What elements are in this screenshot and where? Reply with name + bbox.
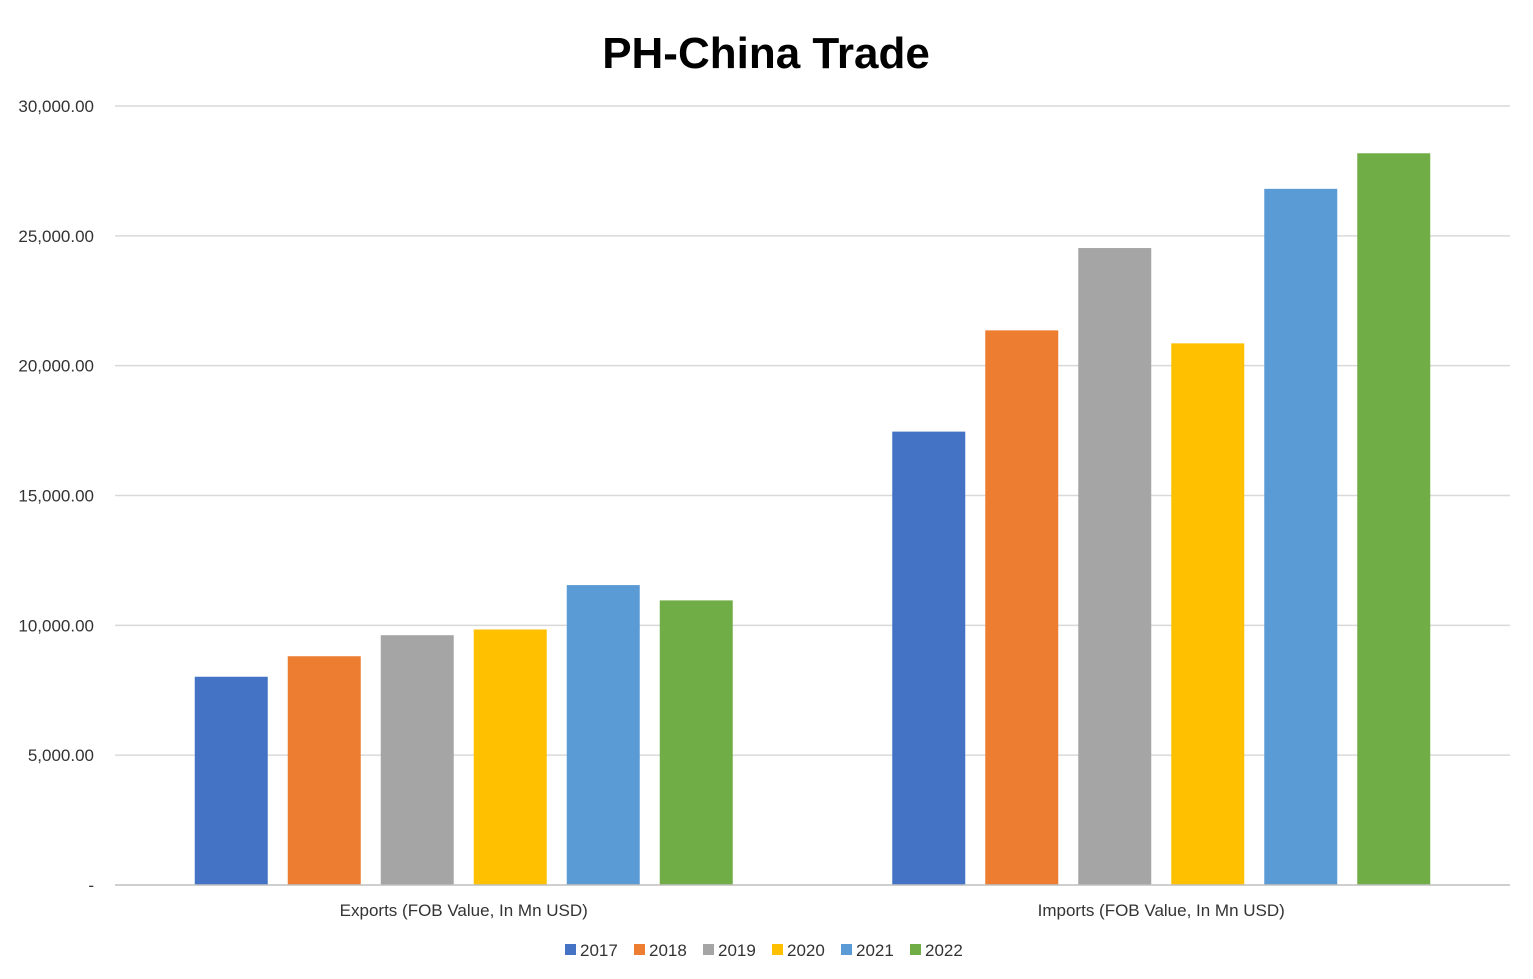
y-tick-label: 25,000.00 bbox=[18, 227, 94, 246]
bar-2021-exports bbox=[566, 585, 640, 885]
legend-label: 2022 bbox=[925, 941, 963, 960]
y-tick-label: 20,000.00 bbox=[18, 357, 94, 376]
x-axis-categories: Exports (FOB Value, In Mn USD) Imports (F… bbox=[340, 901, 1285, 920]
y-tick-label: 10,000.00 bbox=[18, 616, 94, 635]
x-category-label: Exports (FOB Value, In Mn USD) bbox=[340, 901, 588, 920]
legend-label: 2017 bbox=[580, 941, 618, 960]
bar-2019-imports bbox=[1078, 248, 1152, 886]
legend-swatch bbox=[841, 944, 852, 955]
bar-2020-imports bbox=[1171, 343, 1245, 885]
legend-label: 2018 bbox=[649, 941, 687, 960]
legend-label: 2021 bbox=[856, 941, 894, 960]
legend-swatch bbox=[910, 944, 921, 955]
bar-2020-exports bbox=[473, 629, 547, 885]
bar-2017-imports bbox=[892, 431, 966, 885]
chart-title: PH-China Trade bbox=[602, 29, 930, 78]
y-tick-label: 15,000.00 bbox=[18, 487, 94, 506]
y-axis-ticks: - 5,000.00 10,000.00 15,000.00 20,000.00 25,0… bbox=[18, 97, 94, 895]
bar-2017-exports bbox=[194, 676, 268, 885]
bar-2019-exports bbox=[380, 635, 454, 885]
y-tick-label: - bbox=[88, 876, 94, 895]
legend-swatch bbox=[772, 944, 783, 955]
legend-swatch bbox=[565, 944, 576, 955]
legend: 2017 2018 2019 2020 2021 2022 bbox=[565, 941, 963, 960]
bar-2022-imports bbox=[1357, 153, 1431, 885]
x-category-label: Imports (FOB Value, In Mn USD) bbox=[1038, 901, 1285, 920]
bars bbox=[194, 153, 1431, 886]
bar-2021-imports bbox=[1264, 188, 1338, 885]
bar-2022-exports bbox=[659, 600, 733, 885]
legend-label: 2020 bbox=[787, 941, 825, 960]
y-tick-label: 30,000.00 bbox=[18, 97, 94, 116]
bar-2018-exports bbox=[287, 656, 361, 885]
legend-swatch bbox=[634, 944, 645, 955]
bar-2018-imports bbox=[985, 330, 1059, 885]
y-tick-label: 5,000.00 bbox=[28, 746, 94, 765]
legend-swatch bbox=[703, 944, 714, 955]
legend-label: 2019 bbox=[718, 941, 756, 960]
